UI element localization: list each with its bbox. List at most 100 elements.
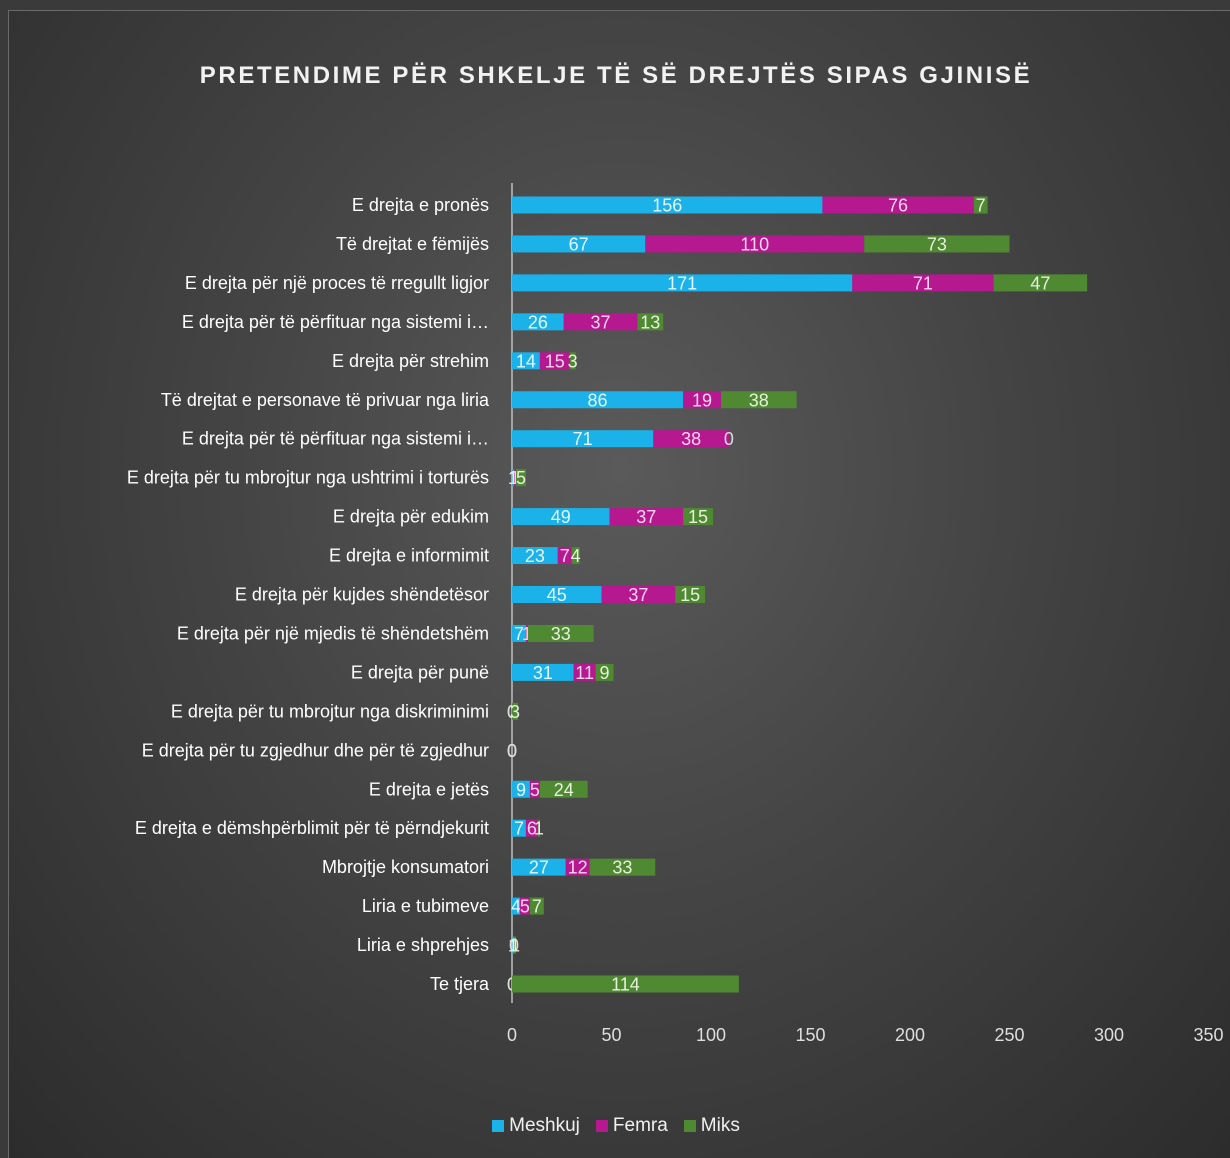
bar-femra <box>852 274 994 292</box>
bar-meshkuj <box>512 624 526 642</box>
bar-miks <box>529 897 544 915</box>
bar-femra <box>565 858 590 876</box>
category-label: Liria e shprehjes <box>357 935 489 955</box>
category-label: Te tjera <box>430 974 490 994</box>
data-label-miks: 0 <box>507 741 517 761</box>
data-label-miks: 1 <box>510 936 520 956</box>
bar-miks <box>537 819 540 837</box>
bar-miks <box>993 274 1088 292</box>
bar-femra <box>519 897 530 915</box>
plot-area: E drejta e pronës 156 76 7 Të drejtat e fëmi… <box>127 183 1224 1045</box>
data-label-femra: 7 <box>560 546 570 566</box>
bar-femra <box>563 313 638 331</box>
bar-miks <box>512 975 739 993</box>
data-label-meshkuj: 26 <box>528 312 548 332</box>
bar-meshkuj <box>512 819 526 837</box>
legend-swatch <box>595 1120 608 1132</box>
bar-meshkuj <box>512 235 646 253</box>
category-label: E drejta e informimit <box>329 546 489 566</box>
data-label-femra: 71 <box>913 273 933 293</box>
category-label: E drejta për tu zgjedhur dhe për të zgje… <box>142 740 489 760</box>
data-label-meshkuj: 7 <box>514 819 524 839</box>
bar-miks <box>720 391 797 409</box>
category-label: E drejta për punë <box>351 662 489 682</box>
bar-meshkuj <box>512 663 574 681</box>
data-label-miks: 0 <box>724 429 734 449</box>
bar-femra <box>609 508 684 526</box>
data-label-meshkuj: 0 <box>507 741 517 761</box>
data-label-miks: 73 <box>927 234 947 254</box>
data-label-miks: 114 <box>611 975 640 995</box>
bar-meshkuj <box>512 547 558 565</box>
x-tick-label: 150 <box>795 1025 825 1045</box>
category-label: E drejta për strehim <box>332 351 489 371</box>
data-label-meshkuj: 27 <box>529 858 549 878</box>
data-label-femra: 1 <box>522 624 532 644</box>
data-label-femra: 37 <box>636 507 656 527</box>
bar-femra <box>557 547 572 565</box>
legend-label: Meshkuj <box>509 1115 580 1136</box>
category-label: Liria e tubimeve <box>362 896 489 916</box>
bar-miks <box>513 936 516 954</box>
legend-swatch <box>683 1120 696 1132</box>
bar-meshkuj <box>512 391 684 409</box>
bar-femra <box>601 586 676 603</box>
data-label-miks: 33 <box>612 858 632 878</box>
x-tick-label: 250 <box>994 1025 1024 1045</box>
category-label: E drejta për të përfituar nga sistemi i… <box>182 312 489 332</box>
bar-femra <box>645 235 865 253</box>
data-label-meshkuj: 31 <box>533 663 553 683</box>
bar-miks <box>973 196 988 214</box>
bar-femra <box>573 663 596 681</box>
data-label-meshkuj: 156 <box>652 196 682 216</box>
bar-meshkuj <box>512 508 610 526</box>
data-label-miks: 9 <box>600 663 610 683</box>
data-label-femra: 11 <box>575 663 594 683</box>
legend-item-meshkuj: Meshkuj <box>492 1115 580 1137</box>
bar-meshkuj <box>512 780 530 798</box>
data-label-meshkuj: 71 <box>573 429 593 449</box>
x-tick-label: 350 <box>1193 1025 1223 1045</box>
data-label-femra: 0 <box>507 741 517 761</box>
data-label-meshkuj: 1 <box>508 468 518 488</box>
bar-meshkuj <box>512 430 654 448</box>
category-label: E drejta për të përfituar nga sistemi i… <box>182 429 489 449</box>
data-label-miks: 15 <box>688 507 708 527</box>
data-label-meshkuj: 1 <box>508 936 518 956</box>
data-label-meshkuj: 14 <box>516 351 536 371</box>
bar-meshkuj <box>512 586 602 603</box>
data-label-miks: 33 <box>551 624 571 644</box>
data-label-meshkuj: 171 <box>667 273 697 293</box>
data-label-femra: 37 <box>628 585 648 605</box>
bar-femra <box>653 430 729 448</box>
data-label-femra: 76 <box>888 196 908 216</box>
data-label-meshkuj: 23 <box>525 546 545 566</box>
data-label-meshkuj: 9 <box>516 780 526 800</box>
x-tick-label: 300 <box>1094 1025 1124 1045</box>
bar-miks <box>515 469 526 487</box>
data-label-meshkuj: 86 <box>588 390 608 410</box>
bar-miks <box>527 624 594 642</box>
legend: Meshkuj Femra Miks <box>0 1115 1230 1137</box>
category-label: E drejta e pronës <box>352 195 489 215</box>
category-label: Të drejtat e fëmijës <box>336 234 489 254</box>
bar-meshkuj <box>512 274 853 292</box>
data-label-miks: 7 <box>532 897 542 917</box>
bar-femra <box>822 196 974 214</box>
data-label-miks: 7 <box>976 196 986 216</box>
category-label: Mbrojtje konsumatori <box>322 857 489 877</box>
legend-item-miks: Miks <box>683 1115 740 1137</box>
bar-meshkuj <box>512 196 823 214</box>
data-label-meshkuj: 45 <box>547 585 567 605</box>
data-label-femra: 38 <box>681 429 701 449</box>
category-label: Të drejtat e personave të privuar nga li… <box>161 390 490 410</box>
category-label: E drejta e jetës <box>369 779 489 799</box>
data-label-miks: 5 <box>516 468 526 488</box>
legend-label: Femra <box>612 1115 668 1136</box>
bar-meshkuj <box>512 858 566 876</box>
data-label-femra: 110 <box>740 234 769 254</box>
bar-miks <box>569 352 576 370</box>
x-tick-label: 0 <box>507 1025 517 1045</box>
category-label: E drejta për kujdes shëndetësor <box>235 585 489 605</box>
data-label-miks: 1 <box>534 819 544 839</box>
